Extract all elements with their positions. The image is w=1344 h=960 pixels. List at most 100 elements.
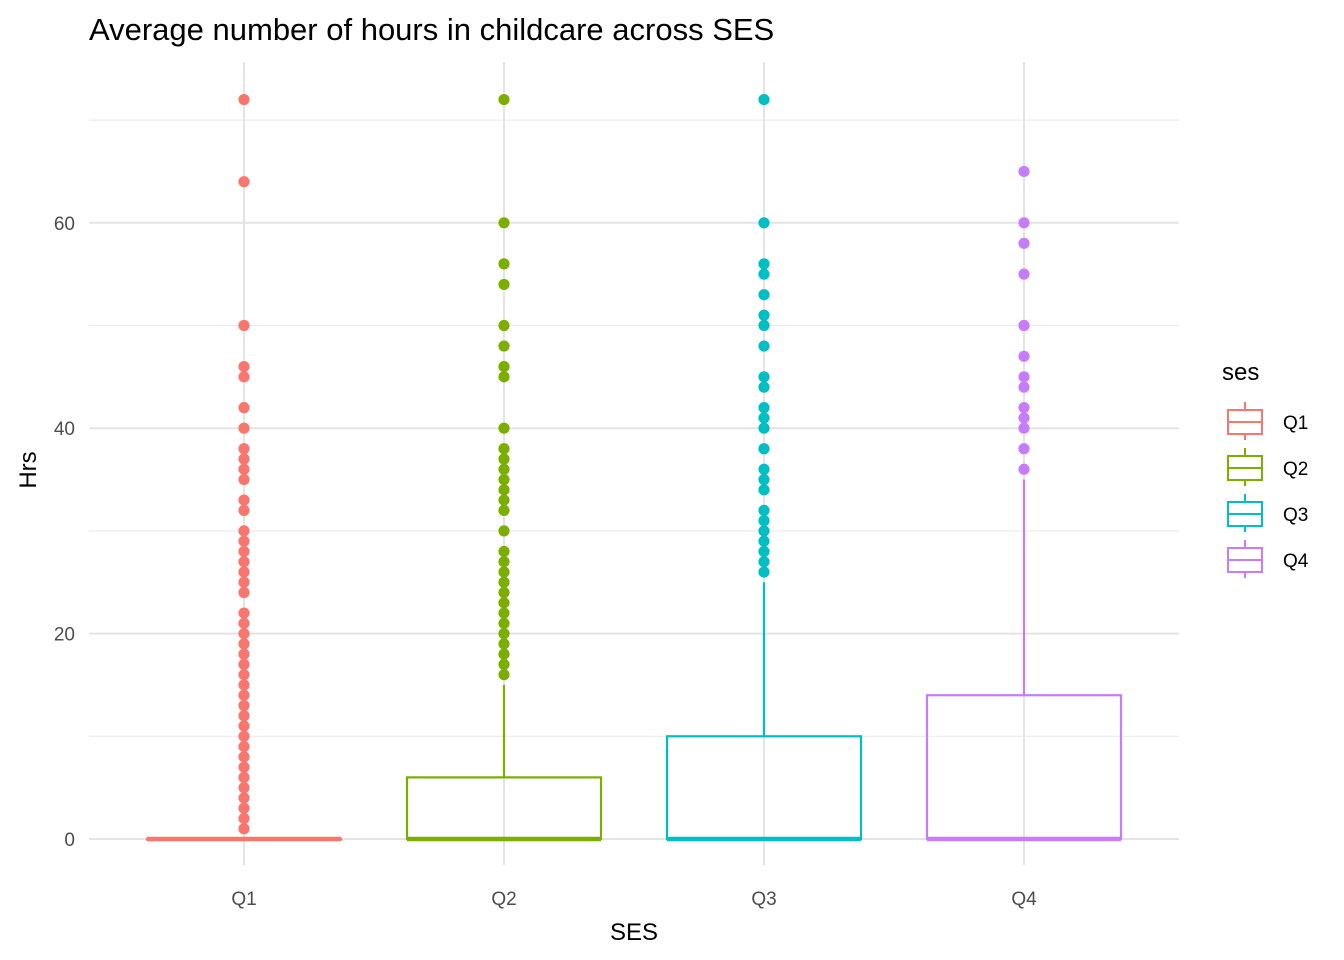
outlier-point	[1018, 268, 1030, 280]
grid-lines	[89, 62, 1179, 865]
outlier-point	[498, 494, 510, 506]
legend-key-Q4	[1227, 540, 1263, 578]
outlier-point	[758, 545, 770, 558]
outlier-point	[1018, 412, 1030, 424]
outlier-point	[238, 545, 250, 558]
x-axis-ticks: Q1 Q2 Q3 Q4	[231, 889, 1037, 910]
outlier-point	[1018, 319, 1030, 332]
outlier-point	[498, 576, 510, 588]
y-axis-title: Hrs	[15, 451, 42, 488]
outlier-point	[238, 669, 250, 681]
outlier-point	[758, 93, 770, 106]
outlier-point	[498, 545, 510, 558]
outlier-point	[238, 586, 250, 599]
legend: ses Q1 Q2 Q3 Q4	[1222, 359, 1309, 578]
outlier-point	[238, 730, 250, 742]
outlier-point	[238, 761, 250, 773]
outlier-point	[498, 597, 510, 609]
outlier-point	[238, 823, 250, 835]
x-tick-label: Q2	[491, 889, 516, 910]
legend-label: Q3	[1283, 505, 1308, 526]
outlier-point	[1018, 165, 1030, 178]
outlier-point	[1018, 443, 1030, 455]
outlier-point	[1018, 402, 1030, 414]
outlier-point	[498, 484, 510, 496]
outlier-point	[758, 525, 770, 537]
outlier-point	[498, 556, 510, 568]
outlier-point	[238, 782, 250, 794]
outlier-point	[1018, 217, 1030, 229]
outlier-point	[498, 443, 510, 455]
outlier-point	[498, 371, 510, 383]
outlier-point	[758, 443, 770, 455]
outlier-point	[758, 566, 770, 578]
outlier-point	[1018, 381, 1030, 393]
outlier-point	[238, 648, 250, 660]
x-tick-label: Q1	[231, 889, 256, 910]
outlier-point	[238, 176, 250, 188]
outlier-point	[238, 658, 250, 671]
outlier-point	[238, 576, 250, 588]
y-tick-label: 60	[54, 214, 75, 235]
outlier-point	[498, 278, 510, 291]
outlier-point	[498, 586, 510, 599]
outlier-point	[758, 473, 770, 486]
outlier-point	[238, 689, 250, 701]
outlier-point	[1018, 371, 1030, 383]
outlier-point	[238, 453, 250, 465]
outlier-point	[1018, 463, 1030, 475]
outlier-point	[238, 360, 250, 373]
outlier-point	[238, 740, 250, 753]
outlier-point	[758, 463, 770, 475]
outlier-point	[498, 319, 510, 332]
outlier-point	[1018, 350, 1030, 362]
outlier-point	[758, 402, 770, 414]
outlier-point	[238, 402, 250, 414]
outlier-point	[758, 422, 770, 434]
y-tick-label: 0	[64, 830, 75, 851]
outlier-point	[238, 720, 250, 732]
outlier-point	[238, 422, 250, 434]
outlier-point	[238, 93, 250, 106]
outlier-point	[498, 360, 510, 373]
outlier-point	[238, 556, 250, 568]
x-tick-label: Q3	[751, 889, 776, 910]
outlier-point	[498, 566, 510, 578]
y-axis-ticks: 0 20 40 60	[54, 214, 75, 851]
outlier-point	[758, 371, 770, 383]
outlier-point	[758, 535, 770, 547]
outlier-point	[498, 463, 510, 475]
outlier-point	[758, 268, 770, 280]
outlier-point	[498, 422, 510, 434]
legend-label: Q4	[1283, 551, 1309, 572]
outlier-point	[498, 453, 510, 465]
outlier-point	[498, 93, 510, 106]
outlier-point	[758, 217, 770, 229]
outlier-point	[758, 556, 770, 568]
outlier-point	[498, 658, 510, 671]
legend-key-Q1	[1227, 402, 1263, 440]
legend-key-Q3	[1227, 494, 1263, 532]
outlier-point	[1018, 422, 1030, 434]
outlier-point	[238, 463, 250, 475]
chart-title: Average number of hours in childcare acr…	[89, 12, 774, 47]
outlier-point	[758, 289, 770, 301]
outlier-point	[238, 525, 250, 537]
outlier-point	[498, 217, 510, 229]
outlier-point	[238, 607, 250, 619]
outlier-point	[238, 792, 250, 804]
outlier-point	[498, 607, 510, 619]
outlier-point	[238, 628, 250, 640]
outlier-point	[238, 473, 250, 486]
outlier-point	[238, 710, 250, 722]
outlier-point	[498, 473, 510, 486]
x-tick-label: Q4	[1011, 889, 1037, 910]
outlier-point	[498, 638, 510, 650]
box-Q2	[405, 93, 603, 842]
legend-label: Q1	[1283, 413, 1308, 434]
outlier-point	[758, 319, 770, 332]
outlier-point	[758, 504, 770, 516]
outlier-point	[238, 802, 250, 814]
outlier-point	[238, 566, 250, 578]
outlier-point	[758, 381, 770, 393]
